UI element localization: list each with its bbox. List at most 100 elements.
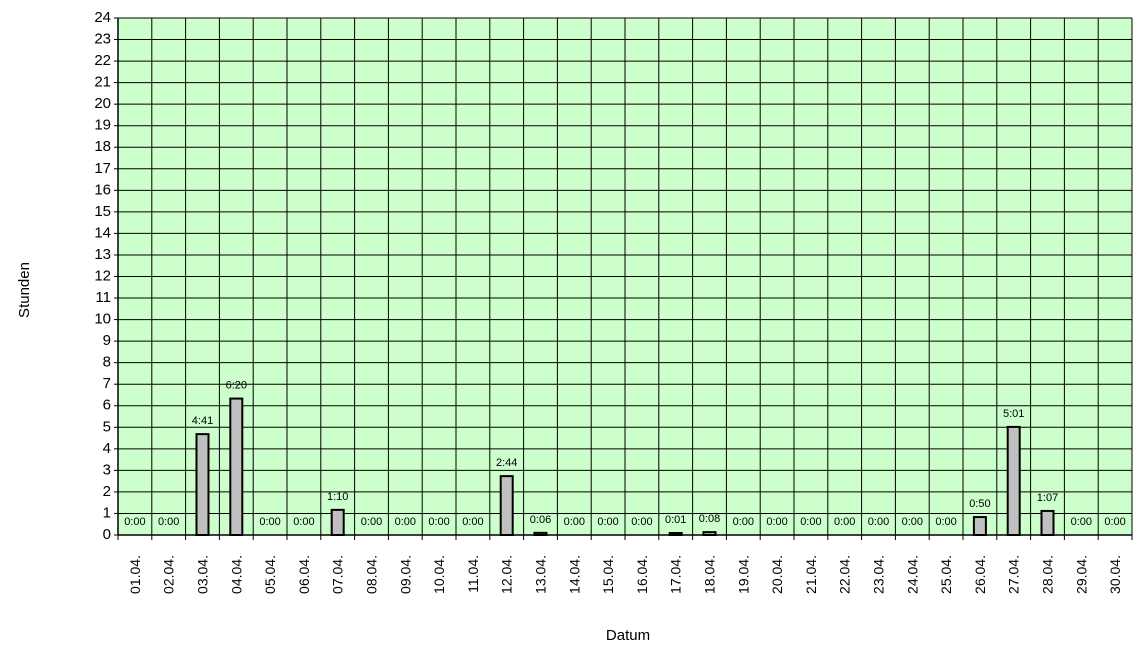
- bar: [702, 531, 717, 536]
- bar: [972, 516, 987, 536]
- y-tick-label: 13: [94, 246, 111, 263]
- x-tick-label: 17.04.: [668, 555, 684, 594]
- data-label: 6:20: [226, 380, 247, 392]
- y-tick-label: 5: [103, 418, 111, 435]
- y-tick-label: 7: [103, 375, 111, 392]
- y-tick-label: 18: [94, 138, 111, 155]
- bar: [330, 508, 345, 536]
- data-label: 1:07: [1037, 492, 1058, 504]
- data-label: 0:00: [868, 516, 889, 528]
- y-tick-label: 19: [94, 117, 111, 134]
- x-tick-label: 15.04.: [600, 555, 616, 594]
- x-tick-label: 13.04.: [533, 555, 549, 594]
- x-tick-label: 23.04.: [871, 555, 887, 594]
- data-label: 4:41: [192, 415, 213, 427]
- y-tick-label: 14: [94, 224, 111, 241]
- y-tick-label: 9: [103, 332, 111, 349]
- y-tick-label: 16: [94, 181, 111, 198]
- x-tick-label: 06.04.: [296, 555, 312, 594]
- x-tick-label: 22.04.: [837, 555, 853, 594]
- x-tick-label: 25.04.: [938, 555, 954, 594]
- x-tick-label: 03.04.: [195, 555, 211, 594]
- y-tick-label: 2: [103, 483, 111, 500]
- x-tick-label: 04.04.: [228, 555, 244, 594]
- data-label: 0:00: [564, 516, 585, 528]
- y-tick-label: 3: [103, 461, 111, 478]
- x-tick-label: 28.04.: [1040, 555, 1056, 594]
- bar: [195, 433, 210, 536]
- x-tick-label: 21.04.: [803, 555, 819, 594]
- bars: [195, 397, 1055, 536]
- bar: [229, 397, 244, 536]
- x-tick-label: 19.04.: [735, 555, 751, 594]
- bar: [668, 532, 683, 536]
- x-tick-label: 14.04.: [566, 555, 582, 594]
- y-tick-label: 6: [103, 397, 111, 414]
- bar: [533, 531, 548, 536]
- data-label: 0:00: [766, 516, 787, 528]
- x-tick-label: 11.04.: [465, 555, 481, 593]
- grid-lines: [114, 17, 1133, 540]
- data-label: 0:00: [158, 516, 179, 528]
- y-tick-label: 24: [94, 9, 111, 26]
- data-label: 0:50: [969, 498, 990, 510]
- data-label: 0:00: [800, 516, 821, 528]
- y-tick-label: 10: [94, 311, 111, 328]
- x-tick-label: 08.04.: [364, 555, 380, 594]
- x-tick-label: 24.04.: [904, 555, 920, 594]
- x-tick-label: 29.04.: [1073, 555, 1089, 594]
- x-tick-labels: 01.04. 02.04. 03.04. 04.04. 05.04. 06.04. 07.0…: [127, 555, 1123, 594]
- x-tick-label: 16.04.: [634, 555, 650, 594]
- data-label: 5:01: [1003, 408, 1024, 420]
- data-label: 0:00: [631, 516, 652, 528]
- x-tick-label: 09.04.: [397, 555, 413, 594]
- data-label: 0:00: [935, 516, 956, 528]
- bar: [499, 475, 514, 536]
- data-label: 0:08: [699, 513, 720, 525]
- data-label: 0:01: [665, 514, 686, 526]
- x-tick-label: 27.04.: [1006, 555, 1022, 594]
- x-tick-label: 02.04.: [161, 555, 177, 594]
- data-labels: 0:00 0:00 4:41 6:20 0:00 0:00 1:10 0:00 0:00 0:00…: [124, 380, 1126, 528]
- data-label: 0:00: [1071, 516, 1092, 528]
- data-label: 0:00: [1104, 516, 1125, 528]
- y-tick-label: 23: [94, 31, 111, 48]
- data-label: 2:44: [496, 457, 517, 469]
- data-label: 0:00: [733, 516, 754, 528]
- x-tick-label: 10.04.: [431, 555, 447, 594]
- x-tick-label: 26.04.: [972, 555, 988, 594]
- y-tick-label: 22: [94, 52, 111, 69]
- y-tick-label: 1: [103, 504, 111, 521]
- x-tick-label: 12.04.: [499, 555, 515, 594]
- data-label: 0:00: [395, 516, 416, 528]
- y-axis-title: Stunden: [16, 262, 33, 318]
- y-tick-label: 15: [94, 203, 111, 220]
- data-label: 0:00: [902, 516, 923, 528]
- data-label: 0:00: [834, 516, 855, 528]
- x-tick-label: 30.04.: [1107, 555, 1123, 594]
- y-tick-label: 17: [94, 160, 111, 177]
- y-tick-label: 21: [94, 74, 111, 91]
- data-label: 0:00: [462, 516, 483, 528]
- x-tick-label: 05.04.: [262, 555, 278, 594]
- y-tick-label: 0: [103, 526, 111, 543]
- y-tick-label: 11: [95, 289, 111, 306]
- x-tick-label: 18.04.: [702, 555, 718, 594]
- data-label: 0:00: [361, 516, 382, 528]
- bar: [1006, 425, 1021, 536]
- y-tick-label: 8: [103, 354, 111, 371]
- x-tick-label: 20.04.: [769, 555, 785, 594]
- y-tick-label: 12: [94, 267, 111, 284]
- y-tick-label: 4: [103, 440, 111, 457]
- data-label: 0:00: [259, 516, 280, 528]
- data-label: 1:10: [327, 491, 348, 503]
- x-tick-label: 01.04.: [127, 555, 143, 594]
- data-label: 0:00: [428, 516, 449, 528]
- data-label: 0:00: [293, 516, 314, 528]
- x-axis-title: Datum: [606, 627, 650, 644]
- x-tick-label: 07.04.: [330, 555, 346, 594]
- data-label: 0:00: [124, 516, 145, 528]
- data-label: 0:00: [597, 516, 618, 528]
